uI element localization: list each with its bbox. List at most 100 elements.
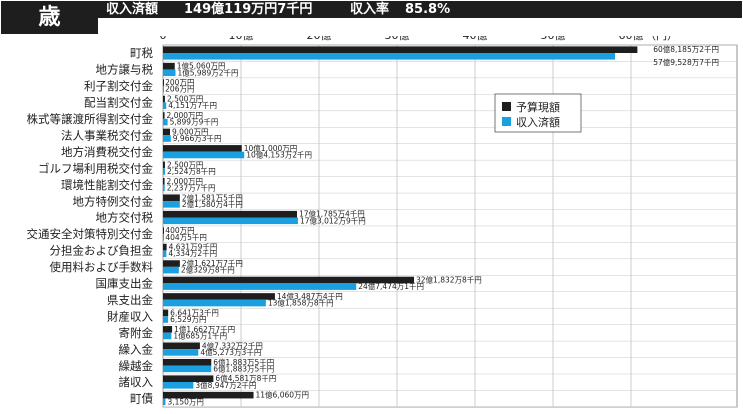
data-label-received: 57億9,528万7千円: [653, 57, 719, 67]
data-label-budget: 11億6,060万円: [256, 390, 310, 400]
legend-label: 予算現額: [516, 100, 560, 114]
bar-received: [163, 217, 298, 225]
bar-received: [163, 365, 212, 373]
bar-budget: [163, 276, 415, 284]
data-label-received: 24億7,474万1千円: [358, 281, 424, 291]
data-label-budget: 32億1,832万8千円: [416, 275, 482, 285]
bar-received: [163, 266, 179, 274]
data-label-received: 17億3,012万9千円: [300, 215, 366, 225]
data-label-budget: 1億1,662万7千円: [174, 324, 235, 334]
data-label-budget: 2億1,581万5千円: [182, 192, 243, 202]
bar-received: [163, 233, 164, 241]
summary-amount-value: 149億119万円7千円: [184, 2, 313, 17]
bar-budget: [163, 161, 165, 169]
bar-budget: [163, 358, 212, 366]
x-tick-label: 10億: [229, 36, 254, 42]
bar-budget: [163, 194, 180, 202]
data-label-received: 4,334万2千円: [168, 248, 217, 258]
bar-budget: [163, 243, 167, 251]
data-label-budget: 6億4,581万8千円: [215, 373, 276, 383]
category-label: 地方交付税: [96, 211, 154, 225]
legend-label: 収入済額: [516, 115, 560, 129]
category-label: 使用料および手数料: [50, 260, 154, 274]
bar-received: [163, 184, 165, 192]
data-label-budget: 17億1,785万4千円: [299, 209, 365, 219]
bar-budget: [163, 293, 275, 300]
bar-received: [163, 135, 171, 142]
data-label-budget: 2,000万円: [167, 111, 203, 120]
bar-received: [163, 382, 194, 389]
category-label: 株式等譲渡所得割交付金: [27, 112, 154, 126]
revenue-bar-chart: 0 10億 20億 30億 40億 50億 60億（円） 町税 60億8,185万2千円 57億9…: [27, 29, 738, 408]
data-label-budget: 2,500万円: [167, 160, 203, 169]
data-label-received: 10億4,153万2千円: [246, 150, 312, 160]
data-label-received: 9,966万3千円: [173, 133, 222, 143]
bar-budget: [163, 128, 171, 136]
bar-received: [163, 299, 266, 307]
x-tick-label: 40億: [463, 36, 488, 42]
data-label-received: 6,529万円: [170, 315, 206, 324]
category-label: 地方特例交付金: [73, 194, 154, 208]
category-label: 交通安全対策特別交付金: [27, 227, 154, 241]
data-label-budget: 6,641万3千円: [170, 307, 219, 317]
data-label-received: 2億1,580万4千円: [182, 199, 243, 209]
data-label-received: 3,150万円: [167, 397, 203, 406]
bar-received: [163, 151, 245, 159]
bar-received: [163, 69, 176, 77]
data-label-budget: 9,000万円: [172, 127, 208, 136]
data-label-budget: 60億8,185万2千円: [653, 44, 719, 54]
bar-budget: [163, 342, 200, 350]
data-label-budget: 2,500万円: [167, 95, 203, 104]
bar-received: [163, 53, 616, 60]
data-label-received: 1億5,989万2千円: [177, 67, 238, 77]
category-label: 環境性能割交付金: [61, 178, 153, 192]
section-title: 歳 入: [1, 1, 98, 63]
bar-budget: [163, 145, 242, 152]
category-label: 繰越金: [119, 359, 154, 373]
data-label-budget: 200万円: [165, 78, 194, 87]
bar-budget: [163, 112, 165, 119]
data-label-budget: 400万円: [165, 226, 194, 235]
bar-received: [163, 168, 165, 175]
data-label-budget: 1億5,060万円: [177, 61, 226, 71]
x-tick-label: 50億: [541, 36, 566, 42]
data-label-received: 2億329万8千円: [181, 265, 235, 275]
data-label-received: 206万円: [165, 85, 194, 94]
category-label: 財産収入: [107, 309, 153, 323]
bar-received: [163, 332, 172, 340]
data-label-budget: 4億7,332万2千円: [202, 340, 263, 350]
summary-rate-label: 収入率: [350, 2, 390, 17]
x-tick-label: 20億: [307, 36, 332, 42]
legend-swatch: [502, 102, 511, 111]
summary-amount-label: 収入済額: [106, 2, 159, 17]
data-label-received: 5,899万9千円: [170, 117, 219, 127]
chart-area: 0 10億 20億 30億 40億 50億 60億（円） 町税 60億8,185万2千円 57億9…: [0, 29, 743, 410]
category-label: 法人事業税交付金: [61, 128, 153, 142]
bar-received: [163, 118, 168, 126]
category-label: 寄附金: [119, 326, 154, 340]
bar-budget: [163, 79, 164, 86]
data-label-budget: 6億1,883万5千円: [213, 357, 274, 367]
data-label-budget: 2,000万円: [167, 177, 203, 186]
bar-budget: [163, 326, 173, 333]
category-label: 配当割交付金: [84, 96, 153, 110]
data-label-budget: 14億3,487万4千円: [277, 291, 343, 301]
data-label-received: 3億8,947万2千円: [195, 380, 256, 390]
data-label-budget: 4,631万9千円: [169, 242, 218, 252]
data-label-received: 13億1,858万8千円: [268, 298, 334, 308]
bar-received: [163, 398, 166, 406]
bar-budget: [163, 210, 297, 218]
category-label: 地方譲与税: [96, 63, 154, 77]
category-label: 諸収入: [119, 375, 154, 389]
bar-received: [163, 250, 167, 257]
data-label-received: 6億1,883万5千円: [213, 363, 274, 373]
bar-received: [163, 283, 357, 290]
header: 歳 入 収入済額 149億119万円7千円 収入率 85.8%: [0, 0, 743, 63]
data-label-received: 4,151万7千円: [168, 100, 217, 110]
category-label: 県支出金: [107, 293, 153, 307]
data-label-received: 2,237万7千円: [167, 182, 216, 192]
bar-received: [163, 349, 199, 356]
category-label: 町税: [130, 46, 153, 60]
data-label-received: 404万5千円: [165, 232, 207, 242]
bar-received: [163, 316, 169, 323]
